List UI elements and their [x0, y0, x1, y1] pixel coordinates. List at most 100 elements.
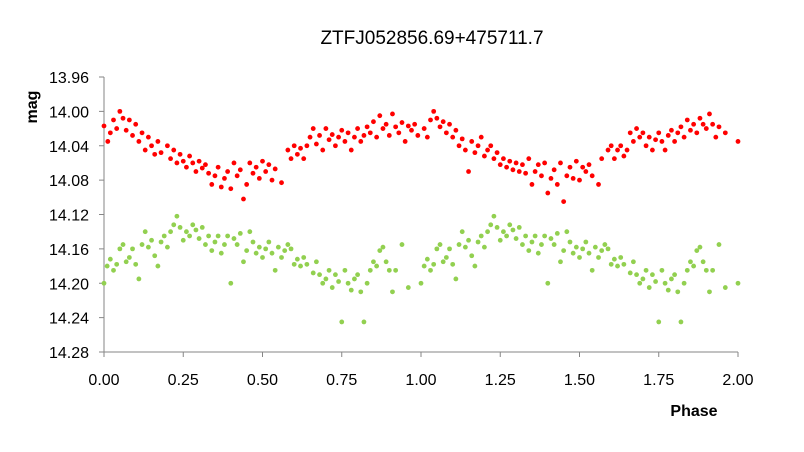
- data-point: [707, 111, 712, 117]
- data-point: [386, 267, 392, 273]
- data-point: [158, 239, 164, 245]
- data-point: [526, 156, 532, 162]
- data-point: [196, 236, 202, 241]
- data-point: [231, 160, 237, 166]
- data-point: [288, 246, 294, 252]
- data-point: [513, 160, 519, 166]
- data-point: [507, 158, 513, 164]
- data-point: [482, 244, 487, 250]
- data-point: [558, 259, 563, 265]
- data-point: [336, 279, 341, 284]
- data-point: [431, 261, 437, 267]
- data-point: [193, 169, 199, 174]
- data-point: [225, 169, 231, 174]
- data-point: [577, 177, 582, 183]
- data-point: [215, 233, 221, 239]
- data-point: [703, 126, 709, 131]
- data-point: [710, 267, 716, 273]
- data-point: [482, 153, 487, 159]
- data-point: [567, 239, 573, 245]
- y-tick-label: 14.24: [49, 311, 89, 328]
- data-point: [488, 143, 494, 149]
- data-point: [665, 133, 671, 138]
- data-point: [545, 280, 551, 286]
- data-point: [415, 133, 421, 138]
- data-point: [580, 246, 586, 252]
- data-point: [358, 139, 364, 144]
- y-tick-label: 14.16: [49, 242, 89, 259]
- data-point: [111, 117, 116, 123]
- data-point: [187, 233, 192, 239]
- data-point: [678, 124, 684, 130]
- data-point: [526, 248, 532, 253]
- data-point: [399, 242, 405, 247]
- data-point: [345, 280, 351, 286]
- data-point: [700, 259, 706, 265]
- data-point: [447, 121, 452, 127]
- data-point: [206, 233, 212, 239]
- data-point: [615, 147, 620, 153]
- x-tick-label: 1.50: [564, 372, 595, 389]
- series-2: [101, 213, 741, 325]
- data-point: [393, 267, 399, 273]
- data-point: [624, 147, 630, 153]
- data-point: [241, 196, 246, 202]
- data-point: [684, 117, 690, 123]
- data-point: [643, 143, 649, 149]
- data-point: [260, 255, 265, 260]
- data-point: [396, 130, 402, 136]
- data-point: [111, 267, 116, 273]
- x-tick-label: 0.00: [88, 372, 119, 389]
- data-point: [713, 134, 719, 140]
- data-point: [250, 170, 256, 176]
- data-point: [653, 137, 658, 143]
- data-point: [165, 244, 170, 250]
- data-point: [171, 222, 177, 228]
- plot-frame: [103, 77, 738, 353]
- data-point: [688, 127, 693, 133]
- data-point: [237, 167, 243, 173]
- y-axis-title: mag: [24, 91, 41, 124]
- data-point: [627, 130, 633, 136]
- data-point: [266, 239, 272, 245]
- data-point: [190, 222, 196, 228]
- data-point: [573, 244, 579, 250]
- data-point: [412, 121, 418, 127]
- data-point: [101, 280, 107, 286]
- data-point: [244, 248, 250, 253]
- data-point: [608, 261, 614, 267]
- data-point: [310, 270, 316, 276]
- data-point: [177, 151, 183, 157]
- data-point: [510, 227, 516, 233]
- data-point: [424, 134, 430, 140]
- data-point: [669, 276, 674, 282]
- data-point: [215, 164, 221, 170]
- data-point: [694, 248, 700, 253]
- data-point: [659, 267, 665, 273]
- data-point: [390, 111, 395, 117]
- data-point: [640, 130, 646, 136]
- data-point: [618, 255, 624, 260]
- x-tick-label: 2.00: [722, 372, 753, 389]
- data-point: [589, 173, 595, 179]
- y-tick-label: 14.04: [49, 139, 89, 156]
- data-point: [145, 134, 151, 140]
- data-point: [716, 242, 722, 247]
- data-point: [222, 242, 227, 247]
- data-point: [313, 141, 319, 147]
- data-point: [333, 143, 338, 149]
- data-point: [383, 259, 389, 265]
- data-point: [190, 160, 196, 166]
- data-point: [136, 139, 142, 144]
- data-point: [662, 280, 668, 286]
- data-point: [440, 259, 446, 265]
- data-point: [504, 233, 509, 239]
- data-point: [561, 248, 567, 253]
- data-point: [539, 242, 544, 247]
- data-point: [405, 285, 411, 290]
- data-point: [272, 166, 278, 172]
- data-point: [656, 130, 662, 136]
- data-point: [440, 119, 446, 125]
- data-point: [187, 153, 192, 159]
- data-point: [462, 147, 468, 153]
